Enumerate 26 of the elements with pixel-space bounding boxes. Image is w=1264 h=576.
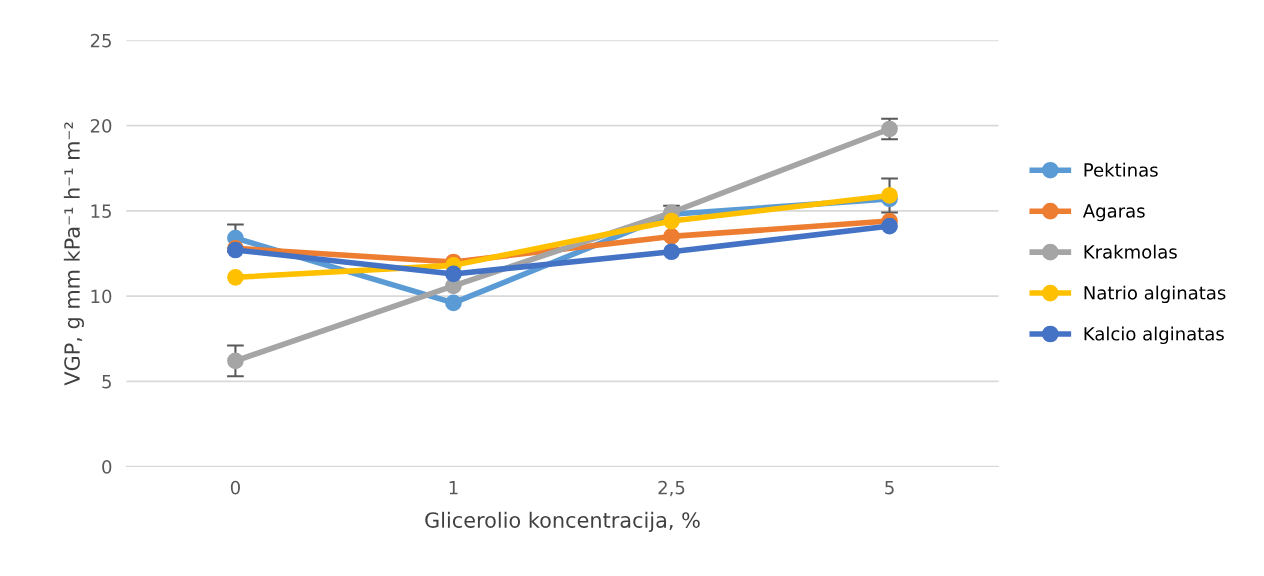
legend-label: Krakmolas xyxy=(1084,244,1177,259)
legend-label: Natrio alginatas xyxy=(1084,285,1226,304)
y-tick-label: 25 xyxy=(90,33,111,48)
point xyxy=(881,217,898,235)
point xyxy=(227,352,244,370)
point xyxy=(445,265,462,283)
y-axis-title: VGP, g mm kPa⁻¹ h⁻¹ m⁻² xyxy=(63,122,84,386)
y-tick-label: 10 xyxy=(91,289,112,304)
y-tick-label: 0 xyxy=(102,460,112,474)
point xyxy=(445,294,462,312)
y-tick-label: 5 xyxy=(102,375,111,389)
legend-label: Kalcio alginatas xyxy=(1084,326,1224,345)
x-tick-label: 0 xyxy=(230,480,240,495)
point xyxy=(663,243,680,261)
y-tick-label: 15 xyxy=(91,204,111,218)
point xyxy=(881,187,898,204)
x-tick-label: 5 xyxy=(885,481,894,495)
point xyxy=(663,228,680,245)
y-tick-label: 20 xyxy=(90,119,112,133)
point xyxy=(663,212,680,230)
legend-label: Pektinas xyxy=(1084,162,1158,177)
legend-label: Agaras xyxy=(1082,204,1145,222)
x-tick-label: 1 xyxy=(449,481,458,495)
x-axis-title: Glicerolio koncentracija, % xyxy=(425,511,700,532)
point xyxy=(227,268,244,286)
x-tick-label: 2,5 xyxy=(658,480,685,497)
